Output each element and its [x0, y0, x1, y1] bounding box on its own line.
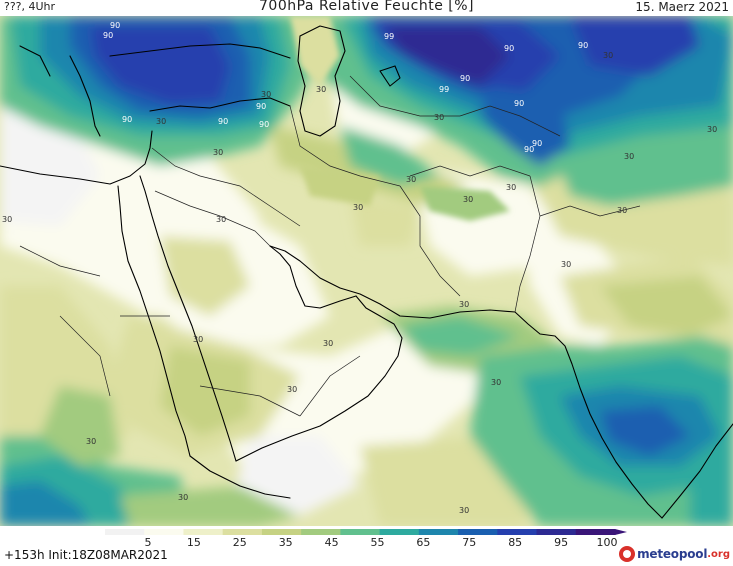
logo-icon	[619, 546, 636, 562]
contour-label: 30	[86, 437, 96, 446]
contour-label: 30	[561, 260, 571, 269]
contour-label: 30	[213, 148, 223, 157]
colorbar-tick-label: 95	[554, 536, 568, 548]
colorbar-swatch	[340, 529, 381, 535]
contour-label: 99	[384, 32, 394, 41]
colorbar-tick-label: 35	[279, 536, 293, 548]
contour-label: 90	[514, 99, 524, 108]
contour-label: 30	[624, 152, 634, 161]
colorbar-tick-label: 15	[187, 536, 201, 548]
humidity-map: 90 90 90 90 90 90 90 90 90 90 90 90 99 9…	[0, 16, 733, 526]
colorbar-swatch	[301, 529, 341, 535]
country-borders	[19, 75, 641, 417]
model-run-info: +153h Init:18Z08MAR2021	[4, 548, 168, 562]
colorbar-tick-label: 45	[325, 536, 339, 548]
contour-label: 30	[353, 203, 363, 212]
contour-label: 30	[434, 113, 444, 122]
contour-label: 30	[156, 117, 166, 126]
colorbar-swatch	[458, 529, 498, 535]
colorbar-tick-label: 55	[371, 536, 385, 548]
contour-label: 90	[524, 145, 534, 154]
colorbar-swatch	[418, 529, 459, 535]
colorbar-swatch	[379, 529, 420, 535]
meteopool-logo: meteopool .org	[619, 545, 730, 563]
colorbar-swatch	[261, 529, 302, 535]
contour-label: 90	[259, 120, 269, 129]
contour-label: 90	[460, 74, 470, 83]
contour-label: 90	[110, 21, 120, 30]
contour-label: 90	[504, 44, 514, 53]
contour-label: 30	[707, 125, 717, 134]
contour-label: 30	[617, 206, 627, 215]
colorbar-tick-label: 5	[145, 536, 152, 548]
colorbar-tick-label: 100	[597, 536, 618, 548]
map-footer: 5 15 25 35 45 55 65 75 85 95 100 +153h Init:18Z08M…	[0, 526, 733, 566]
colorbar: 5 15 25 35 45 55 65 75 85 95 100	[105, 529, 627, 548]
colorbar-swatch	[144, 529, 184, 535]
colorbar-tick-label: 85	[508, 536, 522, 548]
contour-label: 30	[216, 215, 226, 224]
contour-label: 30	[459, 300, 469, 309]
humidity-field	[0, 16, 733, 526]
colorbar-tick-label: 65	[416, 536, 430, 548]
coastlines	[0, 25, 733, 519]
valid-date-label: 15. Maerz 2021	[635, 0, 729, 14]
map-header: ???, 4Uhr 700hPa Relative Feuchte [%] 15…	[0, 0, 733, 16]
logo-tld: .org	[707, 548, 730, 560]
colorbar-tick-label: 25	[233, 536, 247, 548]
contour-label: 30	[506, 183, 516, 192]
map-title: 700hPa Relative Feuchte [%]	[259, 0, 474, 14]
contour-label: 30	[491, 378, 501, 387]
colorbar-swatch	[105, 529, 145, 535]
colorbar-swatch	[497, 529, 538, 535]
contour-label: 30	[287, 385, 297, 394]
contour-label: 30	[316, 85, 326, 94]
contour-labels: 90 90 90 90 90 90 90 90 90 90 90 90 99 9…	[2, 21, 717, 515]
contour-label: 30	[459, 506, 469, 515]
contour-label: 30	[406, 175, 416, 184]
contour-label: 30	[193, 335, 203, 344]
colorbar-swatch	[575, 529, 616, 535]
colorbar-end-arrow	[615, 529, 627, 535]
contour-label: 30	[463, 195, 473, 204]
contour-label: 30	[178, 493, 188, 502]
contour-label: 30	[603, 51, 613, 60]
contour-label: 90	[532, 139, 542, 148]
contour-label: 30	[2, 215, 12, 224]
colorbar-swatch	[222, 529, 263, 535]
colorbar-ticks: 5 15 25 35 45 55 65 75 85 95 100	[145, 536, 618, 548]
valid-time-label: ???, 4Uhr	[4, 0, 56, 13]
colorbar-swatch	[536, 529, 577, 535]
contour-label: 30	[323, 339, 333, 348]
contour-label: 90	[578, 41, 588, 50]
contour-label: 90	[122, 115, 132, 124]
contour-label: 90	[103, 31, 113, 40]
contour-label: 90	[218, 117, 228, 126]
colorbar-swatch	[183, 529, 224, 535]
contour-label: 99	[439, 85, 449, 94]
contour-label: 90	[256, 102, 266, 111]
colorbar-tick-label: 75	[462, 536, 476, 548]
colorbar-swatches	[105, 529, 627, 535]
contour-label: 30	[261, 90, 271, 99]
logo-name: meteopool	[637, 547, 708, 561]
